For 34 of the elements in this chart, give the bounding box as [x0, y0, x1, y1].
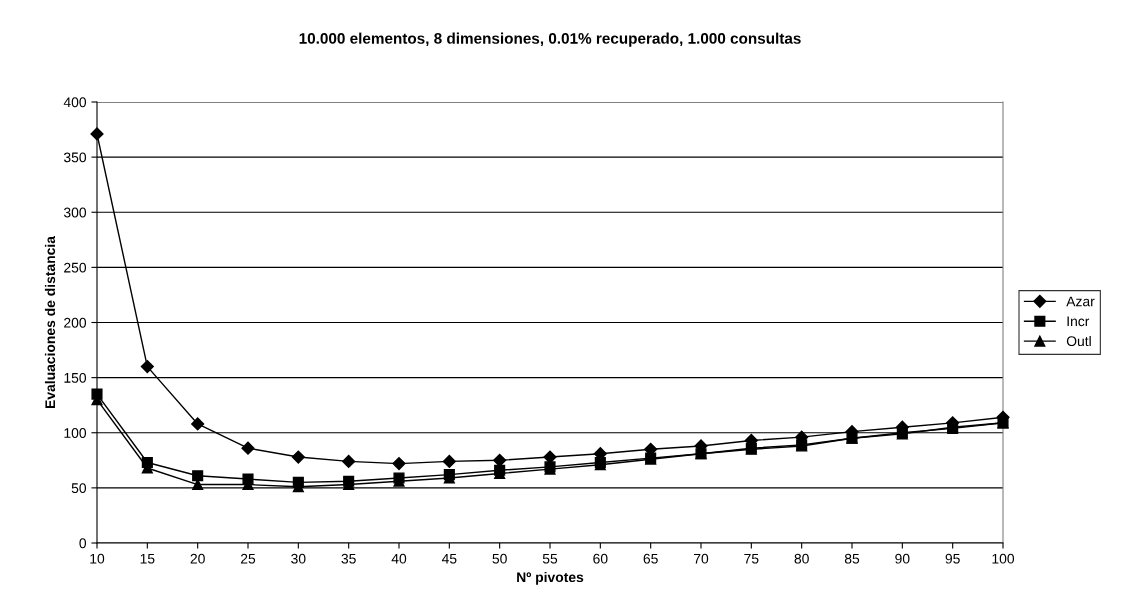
y-axis-title: Evaluaciones de distancia — [44, 235, 56, 409]
x-tick-label: 45 — [441, 553, 457, 564]
x-tick-label: 85 — [844, 553, 860, 564]
x-tick-label: 40 — [391, 553, 407, 564]
x-tick-label: 25 — [240, 553, 256, 564]
x-tick-label: 20 — [190, 553, 205, 564]
x-tick-label: 75 — [744, 553, 759, 564]
y-tick-label: 0 — [79, 538, 87, 549]
y-tick-label: 250 — [64, 262, 87, 273]
x-tick-label: 95 — [945, 553, 960, 564]
legend-label: Azar — [1066, 296, 1095, 307]
x-tick-label: 60 — [593, 553, 608, 564]
legend-label: Incr — [1067, 316, 1090, 327]
x-tick-label: 15 — [140, 553, 155, 564]
y-tick-label: 350 — [63, 152, 87, 163]
y-tick-label: 100 — [64, 428, 87, 438]
x-tick-label: 30 — [291, 553, 306, 564]
y-tick-label: 50 — [71, 483, 87, 494]
x-axis-title: Nº pivotes — [517, 571, 584, 585]
legend-label: Outl — [1066, 335, 1091, 347]
x-tick-label: 50 — [492, 553, 507, 564]
x-tick-label: 55 — [542, 553, 558, 564]
x-tick-label: 90 — [895, 553, 910, 564]
x-tick-label: 80 — [794, 553, 809, 564]
chart-title: 10.000 elementos, 8 dimensiones, 0.01% recuperado, 1.000 consultas — [299, 32, 801, 47]
x-tick-label: 10 — [90, 553, 105, 564]
x-tick-label: 70 — [693, 553, 709, 564]
y-tick-label: 150 — [64, 372, 87, 383]
y-tick-label: 200 — [64, 317, 87, 328]
x-tick-label: 35 — [341, 553, 356, 564]
y-tick-label: 300 — [63, 207, 87, 218]
x-tick-label: 100 — [992, 553, 1015, 564]
x-tick-label: 65 — [643, 553, 658, 564]
y-tick-label: 400 — [63, 97, 87, 108]
